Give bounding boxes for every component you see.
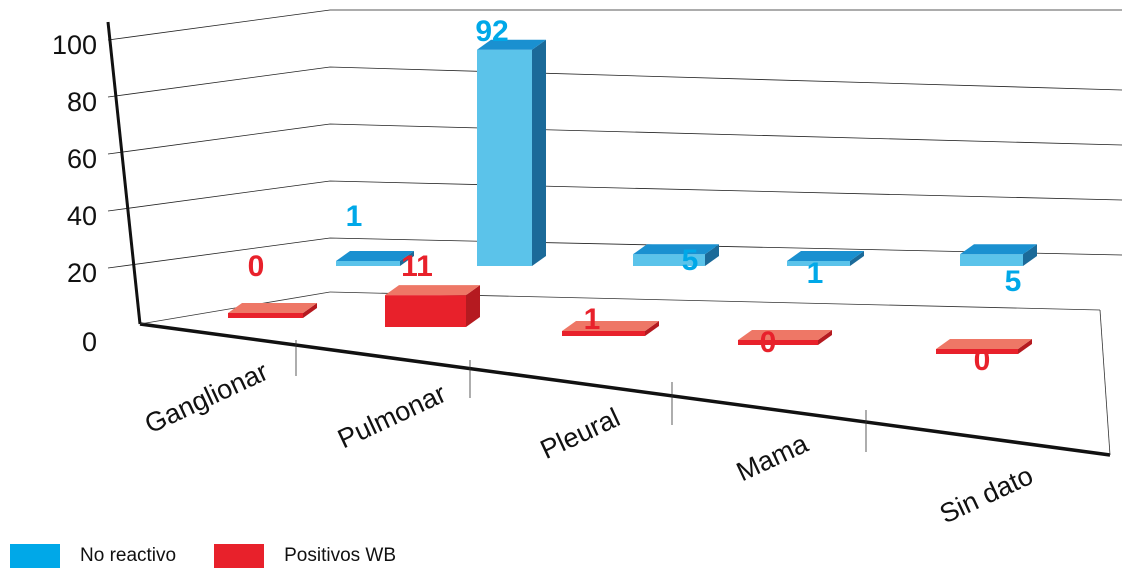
y-tick-label: 20 [67, 258, 97, 288]
y-tick-label: 60 [67, 144, 97, 174]
bar-top-face [960, 244, 1037, 255]
bar-positivos-wb-ganglionar [228, 303, 317, 318]
data-label-no-reactivo-pulmonar: 92 [475, 15, 508, 48]
y-tick-label: 80 [67, 87, 97, 117]
bar-positivos-wb-pleural [562, 321, 659, 336]
grid-line [107, 237, 1123, 269]
bar-front-face [562, 331, 645, 336]
data-label-no-reactivo-sin-dato: 5 [1005, 265, 1022, 298]
bar-front-face [960, 254, 1023, 266]
bar-top-face [385, 285, 480, 296]
bar-side-face [850, 251, 864, 266]
legend-label-no-reactivo: No reactivo [80, 545, 177, 566]
data-label-positivos-wb-ganglionar: 0 [248, 250, 265, 283]
bar-top-face [336, 251, 414, 261]
x-category-labels: Ganglionar Pulmonar Pleural Mama Sin dat… [140, 356, 1037, 529]
legend: No reactivo Positivos WB [10, 544, 434, 568]
x-category-label: Pulmonar [333, 378, 450, 454]
x-category-label: Sin dato [935, 460, 1037, 529]
y-tick-label: 0 [82, 327, 97, 357]
bar-front-face [385, 295, 466, 327]
bar-side-face [466, 285, 480, 327]
y-axis [106, 21, 142, 325]
bar-no-reactivo-mama [787, 251, 864, 266]
bar-side-face [818, 330, 832, 345]
legend-item-no-reactivo: No reactivo [10, 544, 176, 568]
bar-top-face [562, 321, 659, 331]
bar-no-reactivo-pleural [633, 244, 719, 266]
bar-top-face [633, 244, 719, 255]
data-label-no-reactivo-ganglionar: 1 [346, 200, 363, 233]
bar-positivos-wb-pulmonar [385, 285, 480, 327]
bar-front-face [738, 340, 818, 345]
bar-positivos-wb-mama [738, 330, 832, 345]
x-category-label: Ganglionar [140, 356, 272, 439]
series-positivos-wb [228, 285, 1032, 354]
bar-front-face [787, 261, 850, 266]
floor-right-edge [1099, 309, 1111, 456]
bar-front-face [633, 254, 705, 266]
bar-top-face [228, 303, 317, 313]
data-label-no-reactivo-mama: 1 [807, 257, 824, 290]
bar-side-face [532, 39, 546, 266]
bar-side-face [1023, 244, 1037, 266]
bar-side-face [303, 303, 317, 318]
bar-front-face [336, 261, 400, 266]
grid-line [107, 9, 1122, 41]
data-label-no-reactivo-pleural: 5 [682, 244, 699, 277]
grid-line [107, 66, 1123, 98]
legend-label-positivos-wb: Positivos WB [284, 545, 397, 566]
bar-no-reactivo-ganglionar [336, 251, 414, 266]
bar-top-face [477, 39, 546, 50]
data-labels: 1 92 5 1 5 0 11 1 0 0 [248, 15, 1022, 377]
bar-front-face [477, 49, 532, 266]
y-tick-labels: 100 80 60 40 20 0 [52, 30, 97, 357]
x-category-label: Pleural [536, 402, 625, 465]
x-axis [139, 322, 1111, 457]
y-tick-label: 100 [52, 30, 97, 60]
legend-item-positivos-wb: Positivos WB [214, 544, 396, 568]
grid-line [107, 123, 1123, 155]
data-label-positivos-wb-pleural: 1 [584, 303, 601, 336]
y-tick-label: 40 [67, 201, 97, 231]
bar-no-reactivo-sin-dato [960, 244, 1037, 266]
bar-top-face [787, 251, 864, 261]
bar-side-face [645, 321, 659, 336]
bar-top-face [936, 339, 1032, 349]
data-label-positivos-wb-pulmonar: 11 [401, 250, 433, 283]
bar-side-face [705, 244, 719, 266]
bar-side-face [400, 251, 414, 266]
series-no-reactivo [336, 39, 1037, 266]
legend-swatch-positivos-wb [214, 544, 265, 568]
bar-top-face [738, 330, 832, 340]
bar-no-reactivo-pulmonar [477, 39, 546, 266]
grid-line [107, 180, 1123, 212]
data-label-positivos-wb-sin-dato: 0 [974, 344, 991, 377]
data-label-positivos-wb-mama: 0 [760, 326, 777, 359]
bar-side-face [1018, 339, 1032, 354]
bar-positivos-wb-sin-dato [936, 339, 1032, 354]
x-category-label: Mama [732, 428, 814, 487]
grid-lines [107, 9, 1123, 269]
bar-front-face [936, 349, 1018, 354]
legend-swatch-no-reactivo [10, 544, 60, 568]
bar-front-face [228, 313, 303, 318]
